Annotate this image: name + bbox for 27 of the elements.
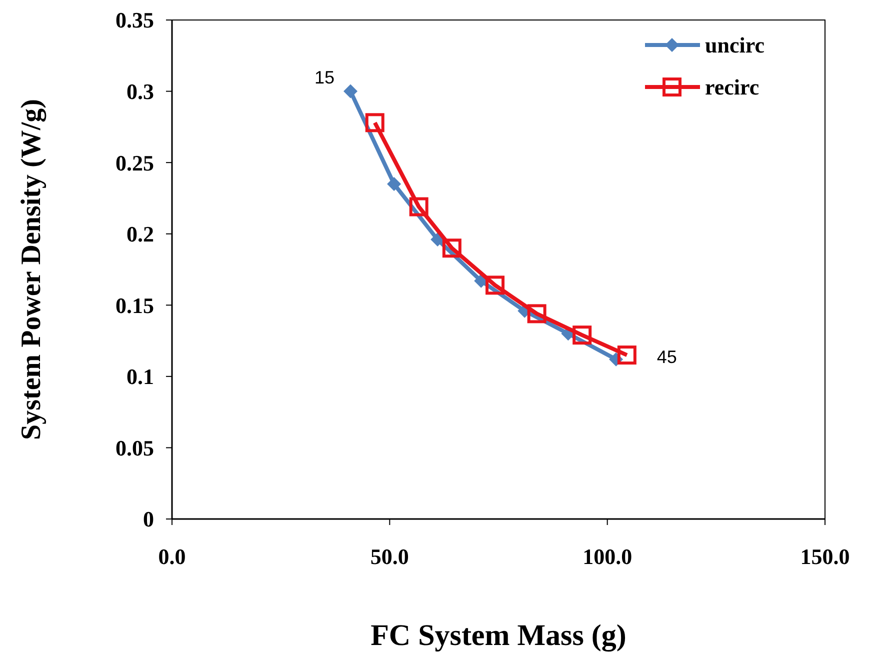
point (365, 113, 384, 132)
y-axis-title: System Power Density (W/g) (16, 99, 47, 440)
y-tick-label: 0.35 (116, 8, 154, 33)
x-tick-label: 50.0 (370, 544, 409, 569)
point (527, 304, 546, 324)
y-tick-label: 0.1 (126, 364, 154, 390)
annotation: 15 (314, 67, 334, 88)
y-tick-label: 0.2 (126, 222, 154, 247)
y-tick-label: 0.15 (116, 292, 154, 318)
y-tick-label: 0 (143, 506, 154, 532)
legend-label: recirc (705, 74, 760, 100)
y-tick-label: 0.3 (126, 78, 154, 104)
point (572, 326, 592, 345)
point (387, 176, 402, 191)
x-tick-label: 150.0 (800, 544, 850, 569)
point (617, 346, 636, 365)
point (442, 238, 462, 258)
point (343, 84, 358, 98)
point (486, 276, 505, 295)
annotation: 45 (656, 347, 677, 368)
y-tick-label: 0.05 (116, 435, 154, 460)
x-tick-label: 100.0 (582, 544, 632, 569)
y-tick-label: 0.25 (116, 150, 154, 176)
point (409, 197, 428, 216)
legend-label: uncirc (705, 32, 765, 58)
x-tick-label: 0.0 (158, 544, 186, 569)
x-axis-title: FC System Mass (g) (370, 619, 626, 652)
